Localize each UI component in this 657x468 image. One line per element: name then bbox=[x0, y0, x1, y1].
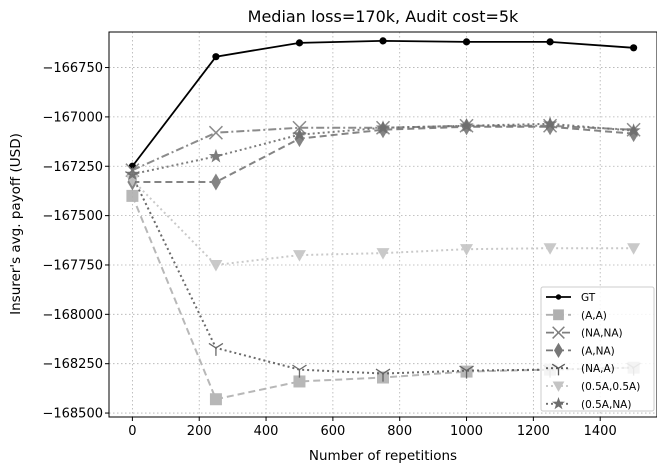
legend-box bbox=[540, 286, 655, 412]
data-point bbox=[460, 244, 474, 256]
x-tick-label: 800 bbox=[387, 424, 412, 439]
plot-series bbox=[125, 37, 641, 406]
data-point bbox=[546, 38, 554, 46]
legend-label: (A,A) bbox=[581, 310, 607, 322]
series-6 bbox=[125, 116, 641, 181]
data-point bbox=[209, 259, 223, 272]
y-tick-label: −168000 bbox=[42, 308, 103, 323]
x-tick-label: 600 bbox=[320, 424, 345, 439]
data-point bbox=[295, 39, 304, 47]
data-point bbox=[209, 393, 222, 406]
data-point bbox=[553, 309, 564, 321]
legend-item: (A,NA) bbox=[546, 342, 615, 359]
data-point bbox=[552, 326, 565, 339]
x-tick-label: 1000 bbox=[450, 424, 483, 439]
y-tick-label: −167500 bbox=[42, 209, 103, 224]
legend-label: (NA,NA) bbox=[581, 328, 623, 340]
x-tick-label: 400 bbox=[254, 424, 279, 439]
data-point bbox=[375, 368, 391, 382]
data-point bbox=[542, 116, 558, 130]
plot-frame bbox=[108, 31, 657, 418]
data-point bbox=[292, 127, 307, 141]
y-tick-label: −166750 bbox=[42, 61, 103, 76]
data-point bbox=[554, 342, 563, 359]
data-point bbox=[552, 381, 565, 392]
data-point bbox=[379, 37, 387, 45]
data-point bbox=[208, 342, 224, 356]
data-point bbox=[292, 250, 306, 262]
data-point bbox=[212, 53, 220, 61]
data-point bbox=[552, 397, 565, 410]
data-point bbox=[543, 243, 557, 255]
series-5 bbox=[125, 175, 641, 272]
legend-item: (NA,NA) bbox=[546, 326, 623, 340]
y-tick-label: −168500 bbox=[42, 407, 103, 422]
data-point bbox=[551, 363, 566, 376]
x-tick-label: 200 bbox=[187, 424, 212, 439]
data-point bbox=[627, 243, 641, 255]
y-tick-label: −167250 bbox=[42, 160, 103, 175]
data-point bbox=[293, 375, 306, 388]
y-tick-label: −167000 bbox=[42, 110, 103, 125]
legend-item: GT bbox=[546, 292, 596, 304]
data-point bbox=[208, 148, 224, 163]
data-point bbox=[462, 38, 471, 46]
data-point bbox=[210, 173, 221, 191]
y-tick-label: −168250 bbox=[42, 357, 103, 372]
legend-label: (0.5A,0.5A) bbox=[581, 381, 640, 393]
x-axis-label: Number of repetitions bbox=[309, 448, 457, 464]
series-line bbox=[131, 39, 634, 167]
legend-item: (NA,A) bbox=[546, 363, 615, 376]
data-point bbox=[376, 248, 390, 260]
legend-label: (NA,A) bbox=[581, 363, 615, 375]
x-tick-label: 0 bbox=[128, 424, 136, 439]
data-point bbox=[555, 294, 562, 300]
legend-item: (0.5A,0.5A) bbox=[546, 381, 640, 393]
legend-label: (A,NA) bbox=[581, 345, 615, 357]
x-tick-label: 1400 bbox=[584, 424, 617, 439]
data-point bbox=[292, 364, 307, 378]
data-point bbox=[375, 120, 391, 134]
chart-title: Median loss=170k, Audit cost=5k bbox=[248, 7, 519, 26]
legend-label: (0.5A,NA) bbox=[581, 399, 631, 411]
x-tick-label: 1200 bbox=[517, 424, 550, 439]
data-point bbox=[459, 118, 474, 132]
legend: GT (A,A) (NA,NA) (A,NA) (NA,A) (0.5A,0.5A) (0.… bbox=[540, 286, 655, 412]
series-0 bbox=[128, 37, 638, 170]
data-point bbox=[208, 125, 223, 140]
axis-ticks: 0 200 400 600 800 1000 1200 1400 −168500 −168250 −… bbox=[42, 61, 616, 439]
legend-item: (0.5A,NA) bbox=[546, 397, 631, 411]
data-point bbox=[459, 365, 474, 379]
legend-label: GT bbox=[581, 292, 596, 304]
legend-item: (A,A) bbox=[546, 309, 607, 322]
data-point bbox=[126, 189, 139, 202]
y-tick-label: −167750 bbox=[42, 258, 103, 273]
data-point bbox=[626, 123, 641, 137]
y-axis-label: Insurer's avg. payoff (USD) bbox=[8, 133, 24, 315]
data-point bbox=[125, 166, 140, 181]
data-point bbox=[630, 44, 638, 52]
